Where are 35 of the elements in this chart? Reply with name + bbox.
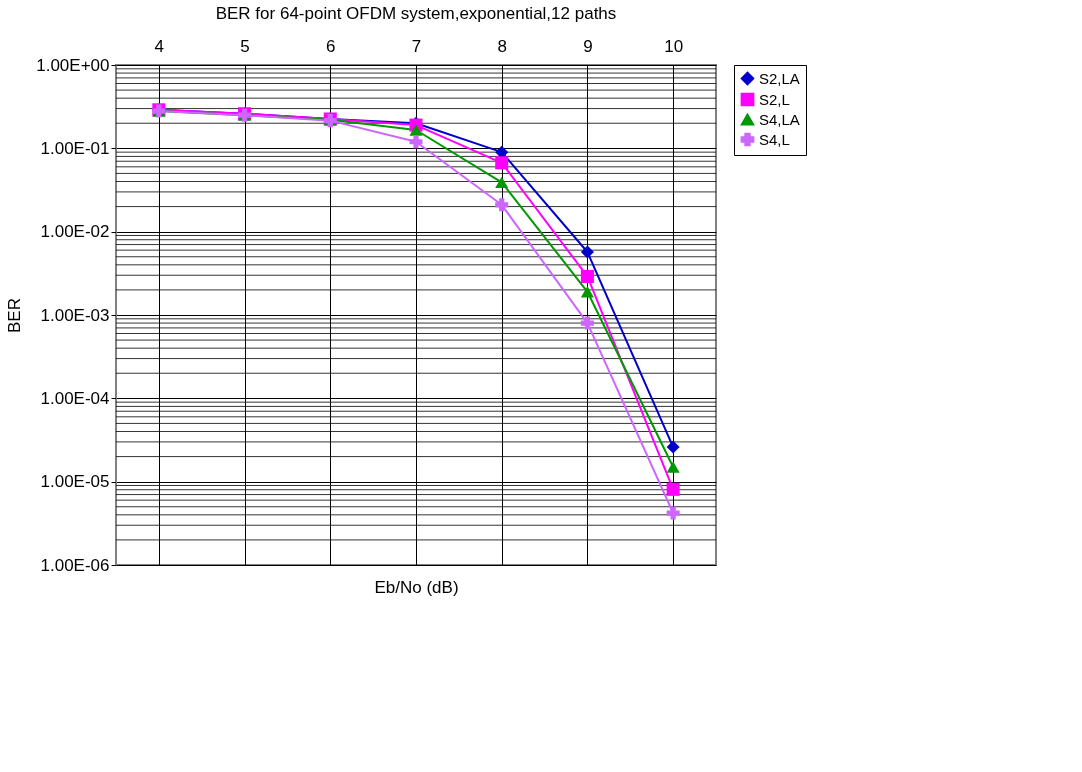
point — [666, 506, 680, 520]
legend-label: S2,L — [759, 90, 790, 108]
y-tick-label: 1.00E-03 — [40, 305, 110, 325]
point — [666, 482, 680, 496]
y-tick-label: 1.00E-06 — [40, 555, 110, 575]
y-tick-label: 1.00E+00 — [36, 55, 110, 75]
y-tick-label: 1.00E-05 — [40, 472, 110, 492]
x-tick-label: 7 — [411, 36, 422, 56]
x-tick-label: 5 — [240, 36, 250, 56]
x-tick-label: 10 — [664, 36, 684, 56]
x-tick-label: 9 — [583, 36, 593, 56]
point — [409, 135, 423, 149]
point — [580, 286, 594, 298]
point — [580, 316, 594, 330]
point — [495, 198, 509, 212]
point — [580, 269, 594, 283]
y-tick-label: 1.00E-02 — [40, 222, 110, 242]
y-tick-label: 1.00E-04 — [40, 388, 110, 408]
point — [666, 461, 680, 473]
x-tick-label: 4 — [154, 36, 165, 56]
point — [495, 176, 509, 189]
x-tick-label: 8 — [497, 36, 507, 56]
legend-label: S4,L — [759, 130, 790, 148]
y-axis-title: BER — [5, 298, 25, 333]
point — [495, 156, 509, 170]
legend-label: S4,LA — [759, 110, 800, 128]
x-axis-title: Eb/No (dB) — [374, 577, 459, 597]
chart-title: BER for 64-point OFDM system,exponential,12 paths — [215, 4, 617, 23]
point — [580, 245, 594, 259]
y-tick-label: 1.00E-01 — [40, 138, 110, 158]
point — [409, 124, 423, 136]
legend-label: S2,LA — [759, 69, 800, 87]
x-tick-label: 6 — [326, 36, 336, 56]
point — [666, 440, 680, 454]
point — [495, 145, 509, 159]
